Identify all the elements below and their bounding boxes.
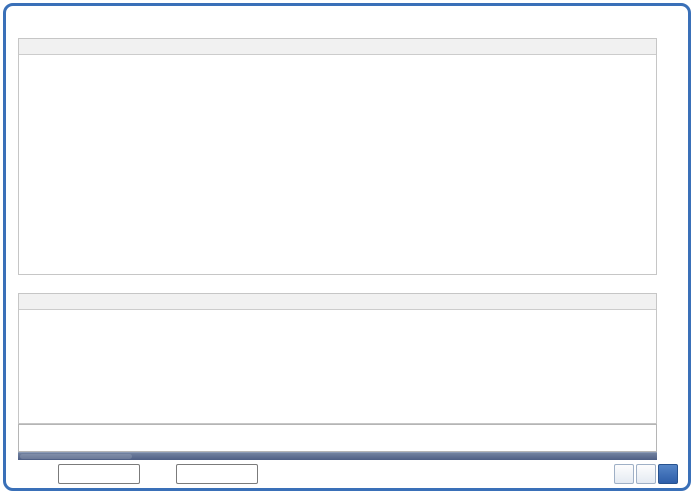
daily-chart-box [18,293,657,424]
created-swatch-icon [27,297,36,306]
resolved-swatch-icon [64,297,73,306]
scrollbar-thumb[interactable] [20,454,132,459]
daily-bars-plot[interactable] [19,310,656,423]
navigator-area[interactable] [19,425,656,451]
top-chart-legend [19,39,656,55]
to-date-input[interactable] [176,464,258,484]
cumulative-chart-box [18,38,657,275]
from-date-input[interactable] [58,464,140,484]
cumulative-chart-plot[interactable] [19,55,656,274]
resolved-swatch-icon [82,42,91,51]
zoom-6months-button[interactable] [636,464,656,484]
navigator-scrollbar[interactable] [18,452,657,460]
bottom-chart-legend [19,294,656,310]
range-navigator[interactable] [18,424,657,452]
zoom-max-button[interactable] [658,464,678,484]
zoom-button-group [606,464,678,484]
created-swatch-icon [45,42,54,51]
zoom-ytd-button[interactable] [614,464,634,484]
